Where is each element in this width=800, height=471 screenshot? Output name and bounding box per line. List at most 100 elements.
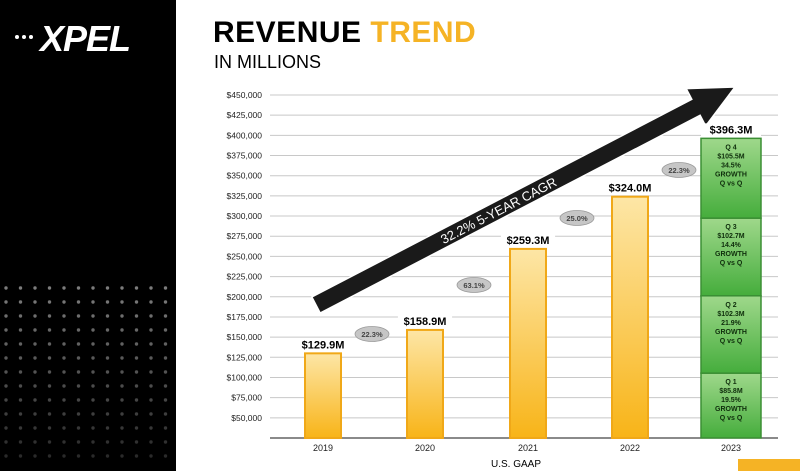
title-trend: TREND: [370, 16, 477, 49]
dot: [33, 328, 37, 332]
dot: [4, 356, 8, 360]
bar: [509, 247, 547, 439]
dot: [33, 342, 37, 346]
dot: [120, 328, 124, 332]
y-tick-label: $225,000: [227, 272, 263, 282]
dot: [91, 426, 95, 430]
dot: [76, 384, 81, 388]
y-tick-label: $125,000: [227, 352, 263, 362]
dot: [4, 328, 8, 332]
dot: [47, 398, 52, 402]
dot: [62, 384, 66, 388]
dot: [105, 440, 110, 444]
dot: [47, 286, 52, 290]
bar: [406, 328, 444, 439]
dot: [47, 412, 52, 416]
y-tick-label: $450,000: [227, 90, 263, 100]
value-label: $158.9M: [404, 316, 447, 328]
quarter-label: GROWTH: [715, 406, 747, 413]
dot: [47, 356, 52, 360]
dot: [47, 454, 52, 458]
dot: [4, 286, 8, 290]
dot: [149, 412, 153, 416]
dot: [18, 398, 23, 402]
dot: [33, 412, 37, 416]
dot: [105, 454, 110, 458]
dot: [62, 440, 66, 444]
x-axis-ticks: 2019 2020 2021 2022 2023: [313, 443, 741, 453]
value-label-bg: [295, 338, 351, 352]
dot: [105, 342, 110, 346]
dot: [76, 454, 81, 458]
dot: [105, 356, 110, 360]
dot: [18, 342, 23, 346]
dot: [163, 342, 168, 346]
dot: [62, 300, 66, 304]
y-tick-label: $300,000: [227, 211, 263, 221]
value-label-bg: [397, 314, 453, 328]
dot: [91, 454, 95, 458]
value-labels: $129.9M $158.9M $259.3M $324.0M $396.3M: [295, 123, 761, 352]
quarter-segment: [700, 137, 762, 219]
dot: [163, 426, 168, 430]
dot: [62, 454, 66, 458]
dot: [47, 384, 52, 388]
dot: [76, 314, 81, 318]
dot: [18, 412, 23, 416]
dot: [149, 454, 153, 458]
y-tick-label: $150,000: [227, 332, 263, 342]
dot: [47, 328, 52, 332]
value-label-bg: [701, 123, 761, 137]
dot: [18, 426, 23, 430]
y-tick-label: $250,000: [227, 251, 263, 261]
dot: [76, 342, 81, 346]
dot: [149, 328, 153, 332]
dot: [18, 328, 23, 332]
y-tick-label: $350,000: [227, 171, 263, 181]
quarter-label: GROWTH: [715, 251, 747, 258]
value-label: $324.0M: [609, 183, 652, 195]
dot: [47, 314, 52, 318]
dot: [62, 286, 66, 290]
quarter-label: $105.5M: [717, 153, 744, 160]
dot: [18, 314, 23, 318]
page-title: REVENUE TREND: [213, 16, 476, 50]
dot: [105, 300, 110, 304]
dot: [149, 356, 153, 360]
value-label-bg: [500, 233, 556, 247]
quarter-label: Q vs Q: [720, 415, 743, 422]
dot: [134, 286, 139, 290]
dot: [120, 342, 124, 346]
dot: [33, 370, 37, 374]
dot: [33, 286, 37, 290]
dot: [91, 328, 95, 332]
growth-label: 22.3%: [668, 166, 690, 175]
dot: [76, 300, 81, 304]
dot: [33, 356, 37, 360]
dot: [18, 356, 23, 360]
dot: [33, 314, 37, 318]
dot: [4, 426, 8, 430]
growth-bubble: [661, 162, 697, 178]
dot: [105, 426, 110, 430]
dot: [4, 398, 8, 402]
quarter-label: GROWTH: [715, 329, 747, 336]
dot: [120, 314, 124, 318]
dot: [62, 412, 66, 416]
quarter-label: Q vs Q: [720, 338, 743, 345]
dot: [134, 328, 139, 332]
dot: [62, 328, 66, 332]
dot: [18, 384, 23, 388]
y-tick-label: $425,000: [227, 110, 263, 120]
dot: [163, 454, 168, 458]
growth-label: 25.0%: [566, 214, 588, 223]
quarter-label: 19.5%: [721, 397, 742, 404]
dot: [62, 370, 66, 374]
quarter-label: Q vs Q: [720, 180, 743, 187]
logo-wordmark: XPEL: [40, 18, 131, 59]
dot: [91, 356, 95, 360]
arrow-shape: [310, 86, 737, 314]
dot: [4, 412, 8, 416]
bar: [304, 352, 342, 440]
dot: [134, 454, 139, 458]
